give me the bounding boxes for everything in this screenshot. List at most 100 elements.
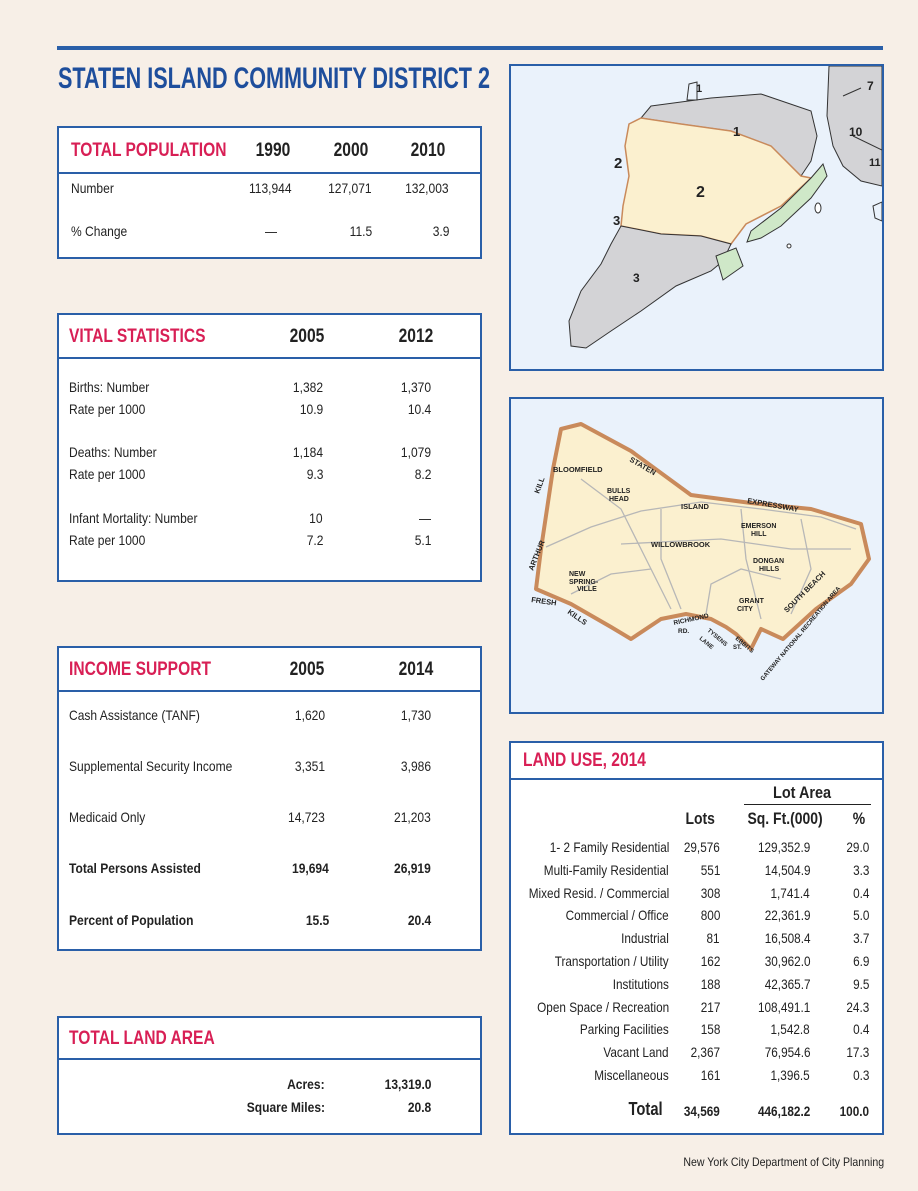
land-use-pct: 5.0 — [852, 907, 869, 924]
road — [705, 568, 782, 615]
map-label: 2 — [614, 155, 622, 172]
infant-mortality-number-label: Infant Mortality: Number — [69, 510, 198, 526]
total-population-heading: TOTAL POPULATION — [71, 140, 227, 161]
land-use-sqft: 16,508.4 — [764, 930, 810, 947]
change-1990: — — [264, 223, 277, 239]
land-use-pct: 3.3 — [852, 861, 869, 878]
land-use-sqft: 1,542.8 — [770, 1021, 810, 1038]
land-use-lots: 29,576 — [684, 839, 720, 855]
total-land-area-heading: TOTAL LAND AREA — [69, 1028, 215, 1049]
map-label: WILLOWBROOK — [651, 540, 711, 549]
map-label: RD. — [678, 628, 689, 635]
deaths-number-2005: 1,184 — [292, 444, 323, 460]
total-sqft: 446,182.2 — [757, 1103, 810, 1119]
total-population-header — [59, 128, 480, 174]
map-label: SPRING- — [569, 579, 599, 586]
percent-population-2005: 15.5 — [305, 912, 329, 928]
land-use-sqft: 42,365.7 — [764, 975, 810, 992]
land-use-label: Miscellaneous — [594, 1067, 669, 1083]
land-use-lots: 2,367 — [690, 1044, 720, 1061]
land-use-lots: 188 — [700, 975, 720, 992]
road — [545, 501, 857, 548]
income-support-header — [59, 648, 480, 692]
land-use-pct: 29.0 — [846, 839, 869, 855]
medicaid-2014: 21,203 — [394, 809, 431, 825]
total-pct: 100.0 — [839, 1103, 869, 1119]
map-label: 3 — [633, 271, 640, 285]
map-label: GRANT — [739, 598, 765, 605]
total-population-box: TOTAL POPULATION 1990 2000 2010 Number 1… — [57, 126, 482, 259]
map-label: 7 — [867, 79, 874, 93]
borough-map: 1 2 3 2 3 1 7 10 11 — [509, 64, 884, 371]
land-use-sqft: 14,504.9 — [764, 861, 810, 878]
square-miles-value: 20.8 — [407, 1099, 431, 1115]
map-label: HEAD — [609, 496, 629, 503]
land-use-sqft: 22,361.9 — [764, 907, 810, 924]
year-2005: 2005 — [289, 326, 324, 347]
land-use-lots: 162 — [700, 953, 720, 969]
land-use-box: LAND USE, 2014 Lot Area Lots Sq. Ft.(000… — [509, 741, 884, 1135]
land-use-label: Mixed Resid. / Commercial — [528, 884, 669, 901]
population-2010: 132,003 — [405, 180, 449, 196]
map-label: BULLS — [607, 488, 631, 495]
income-support-box: INCOME SUPPORT 2005 2014 Cash Assistance… — [57, 646, 482, 951]
recreation-area-shape — [746, 163, 828, 243]
road — [660, 509, 682, 610]
land-use-lots: 800 — [700, 907, 720, 924]
col-sqft: Sq. Ft.(000) — [747, 809, 823, 828]
map-label: HILL — [751, 531, 767, 538]
page-title: STATEN ISLAND COMMUNITY DISTRICT 2 — [58, 62, 491, 95]
year-2010: 2010 — [410, 140, 445, 161]
land-use-label: Parking Facilities — [580, 1021, 669, 1038]
medicaid-2005: 14,723 — [288, 809, 325, 825]
deaths-number-label: Deaths: Number — [69, 444, 157, 460]
infant-mortality-number-2012: — — [418, 510, 431, 526]
year-2000: 2000 — [333, 140, 368, 161]
vital-statistics-box: VITAL STATISTICS 2005 2012 Births: Numbe… — [57, 313, 482, 582]
acres-value: 13,319.0 — [384, 1076, 431, 1092]
year-2012: 2012 — [398, 326, 433, 347]
map-label: LANE — [698, 636, 714, 651]
land-use-label: Commercial / Office — [565, 907, 669, 924]
row-label-change: % Change — [71, 223, 128, 239]
cash-assistance-2014: 1,730 — [400, 707, 431, 723]
land-use-pct: 6.9 — [852, 953, 869, 969]
land-use-pct: 3.7 — [852, 930, 869, 947]
land-use-sqft: 76,954.6 — [764, 1044, 810, 1061]
land-use-lots: 551 — [700, 861, 720, 878]
road — [740, 508, 762, 620]
row-label-total-assisted: Total Persons Assisted — [69, 860, 201, 876]
footer-credit: New York City Department of City Plannin… — [683, 1155, 884, 1169]
road — [570, 568, 652, 595]
births-rate-2005: 10.9 — [299, 401, 323, 417]
total-label: Total — [628, 1099, 663, 1119]
map-label: HILLS — [759, 566, 780, 573]
land-use-pct: 17.3 — [846, 1044, 869, 1061]
land-use-heading: LAND USE, 2014 — [523, 750, 646, 771]
change-2000: 11.5 — [349, 223, 372, 239]
land-use-pct: 0.4 — [852, 884, 869, 901]
district-3-shape — [568, 225, 732, 349]
brooklyn-divider — [842, 87, 882, 151]
land-use-pct: 24.3 — [846, 998, 869, 1015]
map-label: 1 — [733, 124, 740, 139]
deaths-rate-2005: 9.3 — [306, 466, 323, 482]
population-2000: 127,071 — [328, 180, 372, 196]
infant-mortality-rate-label: Rate per 1000 — [69, 532, 146, 548]
map-label: ISLAND — [681, 502, 710, 511]
map-label: 2 — [696, 184, 705, 201]
land-use-lots: 308 — [700, 884, 720, 901]
borough-map-svg: 1 2 3 2 3 1 7 10 11 — [568, 66, 882, 349]
islet-shape — [814, 202, 822, 214]
land-use-sqft: 108,491.1 — [757, 998, 810, 1015]
births-number-label: Births: Number — [69, 379, 150, 395]
total-land-area-header — [59, 1018, 480, 1060]
district-map-svg: BLOOMFIELD STATEN BULLS HEAD KILL ISLAND… — [527, 422, 871, 682]
deaths-rate-label: Rate per 1000 — [69, 466, 146, 482]
islet-shape — [686, 81, 698, 101]
map-label: CITY — [737, 606, 753, 613]
land-use-header — [511, 743, 882, 780]
land-use-pct: 0.4 — [852, 1021, 869, 1038]
map-label: BLOOMFIELD — [553, 465, 603, 474]
ssi-2014: 3,986 — [400, 758, 431, 774]
